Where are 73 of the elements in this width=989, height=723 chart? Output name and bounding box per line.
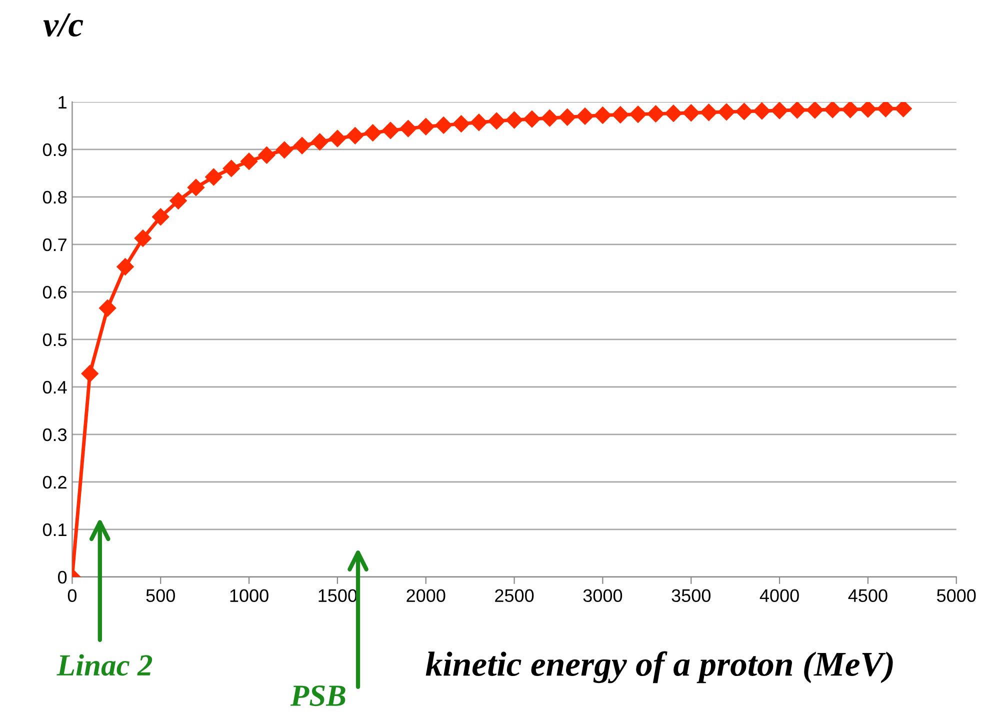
point (81, 365, 98, 382)
x-tick-label: 1000 (230, 589, 268, 602)
point (877, 102, 894, 118)
text: PSB (290, 686, 346, 706)
x-tick-label: 4000 (760, 589, 799, 602)
point (187, 178, 205, 196)
y-tick-label: 0.2 (42, 476, 66, 489)
point (240, 152, 258, 170)
y-tick-label: 0 (58, 570, 67, 584)
point (558, 108, 576, 126)
point (364, 124, 382, 142)
point (400, 120, 417, 138)
point (152, 208, 170, 226)
point (116, 258, 134, 276)
point (647, 105, 664, 122)
x-tick-label: 2000 (406, 589, 446, 602)
y-tick-label: 0.3 (42, 428, 67, 442)
point (824, 102, 842, 118)
point (612, 106, 629, 124)
point (276, 141, 293, 158)
point (736, 102, 753, 120)
point (311, 133, 328, 150)
point (222, 160, 240, 177)
point (205, 168, 222, 186)
x-tick-label: 4500 (848, 589, 888, 602)
point (294, 137, 311, 154)
point (134, 230, 152, 247)
point (523, 110, 541, 128)
point (700, 104, 718, 121)
point (258, 146, 276, 164)
point (770, 102, 788, 120)
y-tick-label: 0.8 (42, 190, 67, 204)
point (382, 122, 400, 139)
point (576, 108, 594, 125)
x-axis-title: kinetic energy of a proton (MeV) (426, 651, 893, 684)
point (859, 102, 876, 118)
x-tick-label: 2500 (495, 589, 534, 602)
point (417, 118, 434, 136)
point (452, 115, 470, 132)
point (434, 116, 452, 134)
point (806, 102, 824, 119)
point (594, 106, 612, 124)
text: Linac 2 (56, 654, 152, 676)
x-tick-label: 3500 (672, 589, 710, 602)
y-tick-label: 1 (58, 96, 66, 108)
y-tick-label: 0.9 (42, 143, 66, 156)
point (753, 102, 770, 120)
point (788, 102, 806, 119)
point (99, 300, 116, 317)
x-tick-label: 500 (146, 589, 175, 602)
point (718, 103, 736, 120)
y-axis-title: v/c (43, 13, 84, 37)
point (682, 104, 700, 122)
x-tick-label: 0 (68, 589, 77, 602)
point (170, 192, 187, 210)
y-tick-label: 0.6 (42, 286, 67, 299)
x-tick-label: 3000 (583, 589, 622, 602)
point (346, 127, 364, 144)
y-tick-label: 0.1 (42, 523, 66, 536)
point (894, 102, 912, 118)
point (664, 104, 682, 122)
x-tick-label: 5000 (937, 589, 976, 602)
point (506, 111, 523, 129)
point (328, 130, 346, 148)
point (488, 112, 506, 130)
y-tick-label: 0.7 (42, 238, 66, 252)
x-tick-label: 1500 (318, 589, 357, 602)
y-tick-label: 0.4 (42, 380, 67, 394)
point (541, 110, 558, 127)
point (630, 106, 647, 123)
point (842, 102, 859, 118)
point (470, 114, 488, 131)
y-tick-label: 0.5 (42, 333, 67, 346)
